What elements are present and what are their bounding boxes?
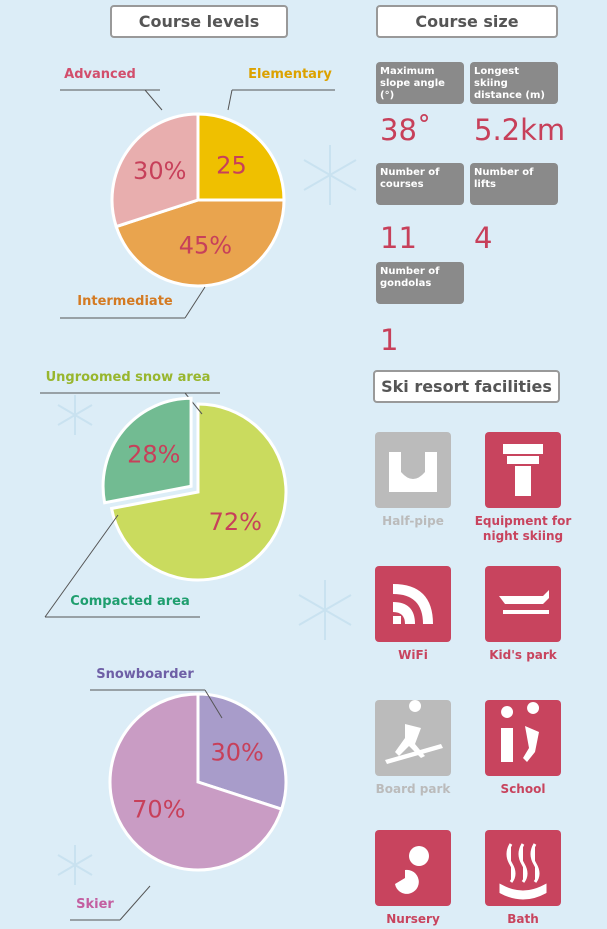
facility-icon [375, 432, 451, 508]
category-label: Ungroomed snow area [46, 370, 211, 385]
icon-glyph [393, 584, 433, 624]
facility-label: Half-pipe [382, 514, 444, 528]
pie-slice [114, 198, 286, 288]
pie-slice [101, 396, 193, 505]
facility-icon [485, 432, 561, 508]
category-label: Elementary [248, 67, 332, 82]
icon-glyph [503, 444, 543, 496]
category-label: Advanced [64, 67, 136, 82]
pie-slice [108, 692, 284, 872]
facility-icon [485, 700, 561, 776]
pie-slice [109, 402, 288, 582]
facility-label: WiFi [398, 648, 428, 662]
pie-slice [196, 112, 286, 202]
icon-glyph [385, 700, 443, 764]
stat-value: 38˚ [380, 113, 432, 147]
icon-glyph [501, 702, 540, 762]
icon-glyph [499, 843, 547, 900]
facility-icon [485, 830, 561, 906]
icon-glyph [499, 590, 549, 614]
section-title: Ski resort facilities [373, 370, 560, 403]
section-title: Course levels [110, 5, 288, 38]
section-title: Course size [376, 5, 558, 38]
leader-line [44, 514, 200, 618]
facility-icon [375, 700, 451, 776]
icon-glyph [395, 846, 429, 894]
leader-line [40, 392, 220, 415]
pie-slice [110, 112, 200, 229]
value-label: 72% [209, 508, 262, 536]
facility-icon [375, 566, 451, 642]
facility-icon [485, 566, 561, 642]
leader-line [60, 89, 163, 111]
stat-label: Number of gondolas [376, 262, 464, 304]
stat-label: Maximum slope angle (°) [376, 62, 464, 104]
category-label: Snowboarder [96, 667, 194, 682]
category-label: Intermediate [77, 294, 173, 309]
facility-label: Equipment for night skiing [474, 514, 572, 543]
value-label: 30% [210, 739, 263, 767]
leader-line [90, 689, 223, 719]
stat-value: 11 [380, 221, 417, 255]
snowflake-decor [57, 145, 357, 885]
value-label: 28% [127, 440, 180, 468]
stat-label: Number of lifts [470, 163, 558, 205]
value-label: 70% [132, 795, 185, 823]
facility-label: Nursery [386, 912, 440, 926]
category-label: Compacted area [70, 594, 189, 609]
stat-label: Longest skiing distance (m) [470, 62, 558, 104]
leader-line [70, 885, 151, 921]
stat-value: 1 [380, 323, 399, 357]
value-label: 45% [179, 232, 232, 260]
leader-line [60, 286, 206, 319]
facility-label: Bath [507, 912, 539, 926]
stat-value: 5.2km [474, 113, 566, 147]
icon-glyph [389, 452, 437, 492]
leader-line [227, 89, 335, 111]
facility-label: Kid's park [489, 648, 557, 662]
pie-slice [196, 692, 288, 812]
facility-label: Board park [375, 782, 451, 796]
value-label: 25 [216, 152, 247, 180]
stat-label: Number of courses [376, 163, 464, 205]
facility-icon [375, 830, 451, 906]
value-label: 30% [133, 157, 186, 185]
stat-value: 4 [474, 221, 493, 255]
facility-label: School [500, 782, 546, 796]
category-label: Skier [76, 897, 114, 912]
